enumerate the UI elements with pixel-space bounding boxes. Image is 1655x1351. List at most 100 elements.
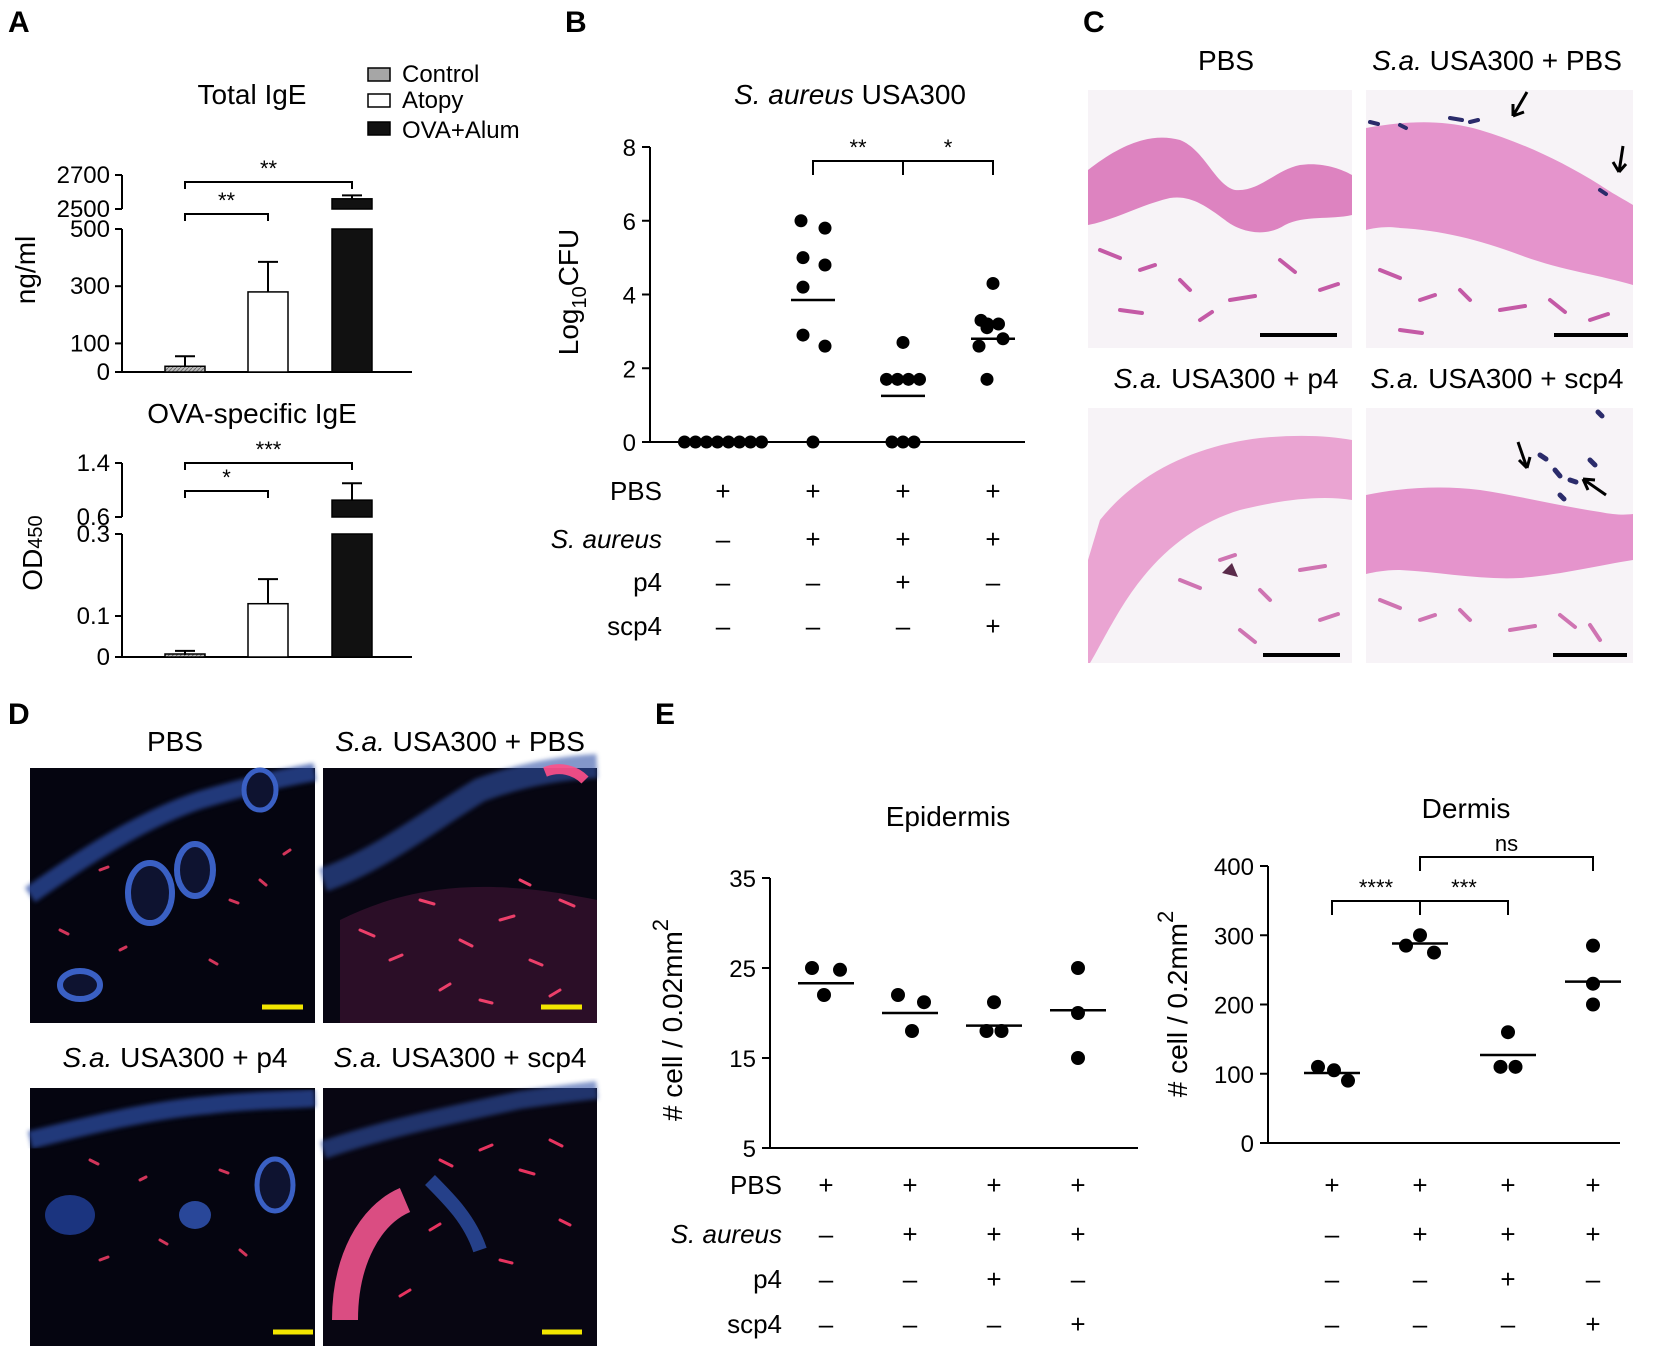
y-axis-label: ng/ml xyxy=(10,236,41,304)
legend-swatch-ova-alum xyxy=(367,121,391,136)
image-label-d-4: S.a. USA300 + scp4 xyxy=(334,1042,587,1073)
bar-atopy xyxy=(247,291,289,373)
chart-title: OVA-specific IgE xyxy=(147,398,357,429)
bar-control xyxy=(164,365,206,373)
legend-swatch-control xyxy=(367,67,391,82)
y-tick-label: 200 xyxy=(1214,993,1254,1020)
condition-value: + xyxy=(1585,1219,1600,1249)
condition-value: + xyxy=(805,476,820,506)
image-label-c-4: S.a. USA300 + scp4 xyxy=(1371,363,1624,394)
data-point xyxy=(818,221,832,235)
fluorescence-image-usa300-pbs xyxy=(318,754,598,1023)
condition-value: + xyxy=(986,1170,1001,1200)
data-point xyxy=(913,372,926,386)
condition-name: scp4 xyxy=(607,611,662,641)
condition-name: scp4 xyxy=(727,1309,782,1339)
y-axis-label: OD450 xyxy=(17,515,48,590)
data-point xyxy=(806,435,820,449)
y-tick-label: 2700 xyxy=(57,162,110,189)
arrow-icon xyxy=(1511,91,1529,118)
panel-c-images: PBS S.a. USA300 + PBS S.a. USA300 + p4 S… xyxy=(1088,45,1633,663)
condition-value: + xyxy=(1070,1309,1085,1339)
bar-ova-alum-upper xyxy=(331,499,373,518)
fluorescence-image-usa300-p4 xyxy=(27,1088,316,1346)
data-point xyxy=(1071,961,1085,975)
y-tick-label: 300 xyxy=(70,273,110,300)
y-tick-label: 0.3 xyxy=(77,521,110,548)
condition-value: + xyxy=(1324,1170,1339,1200)
data-point xyxy=(744,435,757,449)
condition-value: + xyxy=(1412,1170,1427,1200)
condition-value: + xyxy=(1070,1170,1085,1200)
bar-ova-alum xyxy=(331,533,373,658)
condition-value: – xyxy=(1325,1219,1340,1249)
condition-value: + xyxy=(986,1219,1001,1249)
image-label-c-3: S.a. USA300 + p4 xyxy=(1114,363,1339,394)
condition-name: S. aureus xyxy=(551,524,662,554)
data-point xyxy=(905,1024,919,1038)
data-point xyxy=(896,335,910,349)
y-tick-label: 4 xyxy=(623,283,636,310)
chart-epidermis: Epidermis # cell / 0.02mm2 5 15 25 35 PBS + + + + S… xyxy=(648,801,1138,1339)
condition-value: – xyxy=(903,1264,918,1294)
y-tick-label: 8 xyxy=(623,135,636,162)
data-point xyxy=(818,258,832,272)
data-point xyxy=(1586,997,1600,1012)
condition-value: + xyxy=(1070,1219,1085,1249)
data-point xyxy=(794,214,808,228)
y-tick-label: 0 xyxy=(623,430,636,457)
y-tick-label: 35 xyxy=(729,866,756,893)
panel-letter-d: D xyxy=(8,698,30,731)
condition-value: – xyxy=(1071,1264,1086,1294)
condition-value: – xyxy=(987,1309,1002,1339)
bar-ova-alum-upper xyxy=(331,198,373,210)
data-point xyxy=(1493,1059,1508,1074)
data-point xyxy=(805,961,819,975)
condition-value: + xyxy=(1500,1219,1515,1249)
y-tick-label: 25 xyxy=(729,956,756,983)
data-point xyxy=(818,339,832,353)
condition-value: – xyxy=(716,611,731,641)
y-tick-label: 5 xyxy=(743,1136,756,1163)
chart-title: S. aureus USA300 xyxy=(734,79,966,110)
legend-swatch-atopy xyxy=(367,93,391,108)
panel-letter-e: E xyxy=(655,698,675,731)
legend-panel-a: Control Atopy OVA+Alum xyxy=(367,61,520,144)
significance-1-label: ** xyxy=(260,156,278,181)
data-point xyxy=(678,435,691,449)
data-point xyxy=(1311,1059,1325,1074)
y-tick-label: 500 xyxy=(70,216,110,243)
y-axis-label: Log10CFU xyxy=(553,229,591,356)
data-point xyxy=(1327,1063,1341,1078)
condition-value: – xyxy=(1501,1309,1516,1339)
condition-value: – xyxy=(903,1309,918,1339)
data-point xyxy=(917,995,931,1010)
y-tick-label: 100 xyxy=(70,330,110,357)
y-tick-label: 300 xyxy=(1214,923,1254,950)
legend-label-atopy: Atopy xyxy=(402,87,463,114)
image-label-c-2: S.a. USA300 + PBS xyxy=(1372,45,1622,76)
y-tick-label: 15 xyxy=(729,1046,756,1073)
legend-label-ova-alum: OVA+Alum xyxy=(402,117,520,144)
data-point xyxy=(755,435,768,449)
condition-value: – xyxy=(819,1309,834,1339)
chart-title: Dermis xyxy=(1422,793,1511,824)
data-point xyxy=(880,372,893,386)
data-point xyxy=(980,321,994,335)
data-point xyxy=(992,317,1005,331)
data-point xyxy=(907,435,921,449)
significance-2-label: ns xyxy=(1495,831,1518,856)
significance-1-bracket xyxy=(902,160,994,175)
y-tick-label: 400 xyxy=(1214,854,1254,881)
condition-value: – xyxy=(1413,1309,1428,1339)
condition-value: + xyxy=(895,476,910,506)
data-point xyxy=(891,988,905,1002)
data-point xyxy=(796,328,810,342)
condition-value: – xyxy=(716,567,731,597)
arrow-icon xyxy=(1611,145,1628,173)
fluorescence-image-pbs xyxy=(24,763,317,1023)
condition-value: – xyxy=(716,524,731,554)
